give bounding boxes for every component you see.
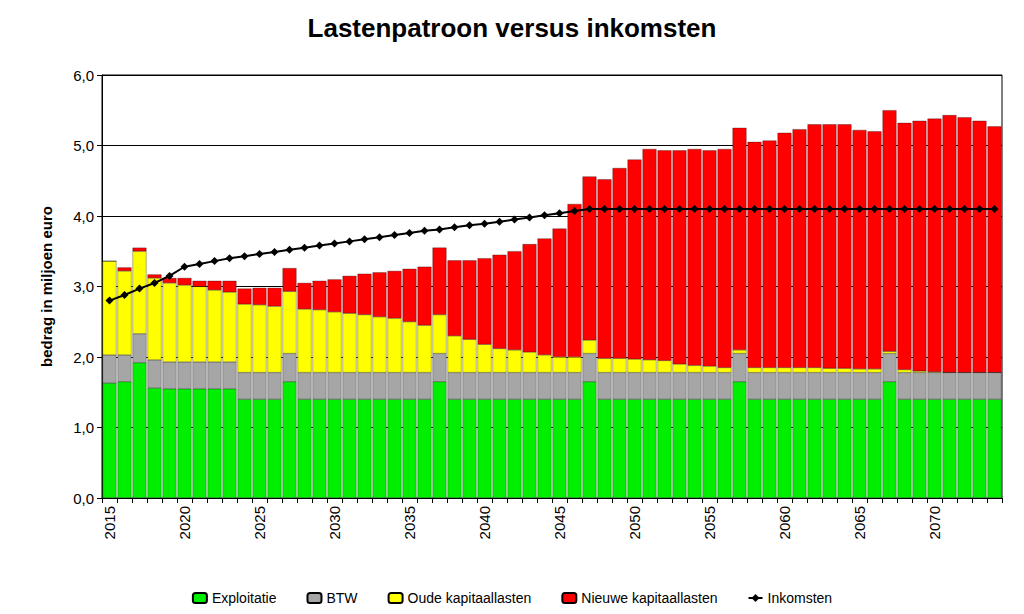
svg-text:2060: 2060 (776, 506, 793, 539)
svg-text:0,0: 0,0 (73, 490, 94, 507)
svg-text:Oude kapitaallasten: Oude kapitaallasten (408, 590, 532, 606)
svg-text:2,0: 2,0 (73, 349, 94, 366)
svg-text:bedrag in miljoen euro: bedrag in miljoen euro (38, 206, 55, 367)
svg-text:BTW: BTW (326, 590, 358, 606)
svg-text:2045: 2045 (551, 506, 568, 539)
svg-text:2015: 2015 (101, 506, 118, 539)
svg-text:Exploitatie: Exploitatie (212, 590, 277, 606)
svg-text:3,0: 3,0 (73, 278, 94, 295)
svg-text:1,0: 1,0 (73, 419, 94, 436)
svg-text:2040: 2040 (476, 506, 493, 539)
svg-text:2020: 2020 (176, 506, 193, 539)
svg-text:2025: 2025 (251, 506, 268, 539)
svg-text:2070: 2070 (926, 506, 943, 539)
svg-text:2030: 2030 (326, 506, 343, 539)
svg-text:5,0: 5,0 (73, 137, 94, 154)
svg-text:2055: 2055 (701, 506, 718, 539)
svg-text:2035: 2035 (401, 506, 418, 539)
svg-text:2065: 2065 (851, 506, 868, 539)
svg-text:2050: 2050 (626, 506, 643, 539)
svg-text:Nieuwe kapitaallasten: Nieuwe kapitaallasten (581, 590, 717, 606)
svg-text:Lastenpatroon versus inkomsten: Lastenpatroon versus inkomsten (308, 13, 717, 43)
svg-text:4,0: 4,0 (73, 208, 94, 225)
svg-text:Inkomsten: Inkomsten (768, 590, 833, 606)
svg-text:6,0: 6,0 (73, 67, 94, 84)
